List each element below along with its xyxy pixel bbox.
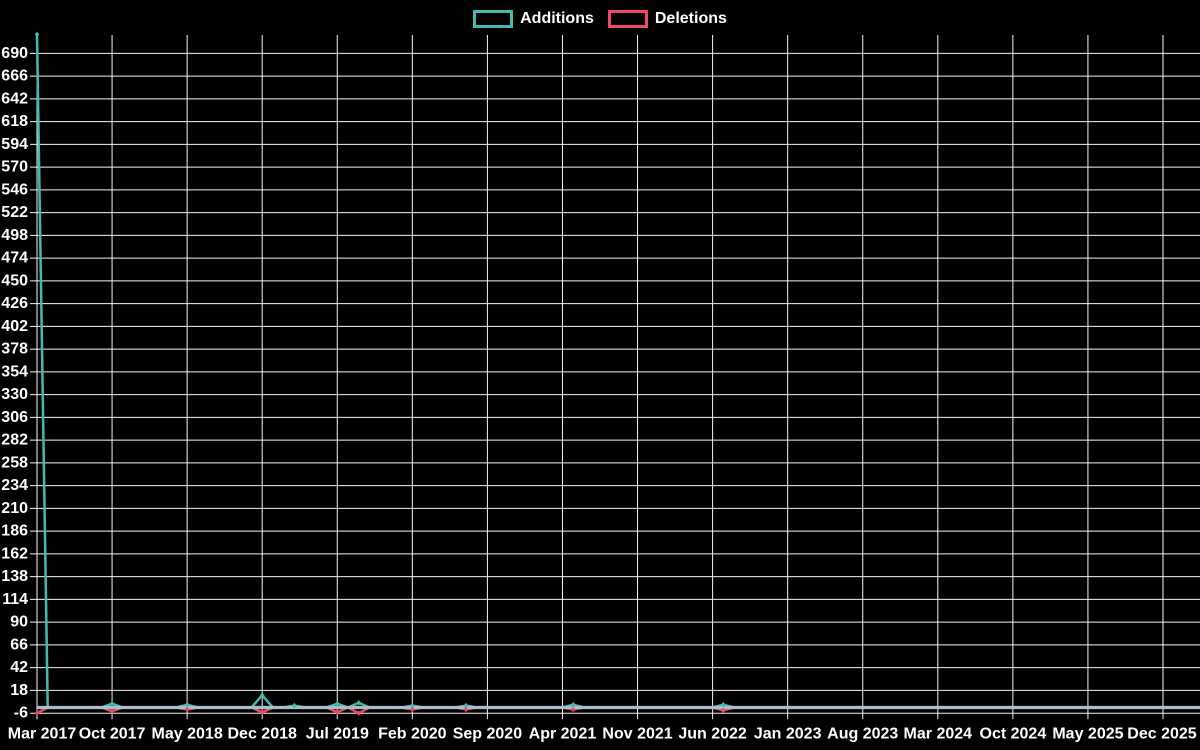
svg-text:May 2018: May 2018 [152, 726, 223, 743]
svg-text:42: 42 [10, 659, 28, 676]
svg-text:Jul 2019: Jul 2019 [306, 726, 369, 743]
svg-text:Mar 2017: Mar 2017 [8, 726, 77, 743]
additions-color-swatch [473, 10, 514, 28]
svg-text:Jun 2022: Jun 2022 [678, 726, 747, 743]
svg-text:594: 594 [1, 136, 28, 153]
svg-text:474: 474 [1, 250, 28, 267]
svg-text:570: 570 [1, 159, 28, 176]
svg-text:Feb 2020: Feb 2020 [378, 726, 447, 743]
svg-text:Dec 2018: Dec 2018 [228, 726, 297, 743]
svg-text:Dec 2025: Dec 2025 [1127, 726, 1196, 743]
svg-text:May 2025: May 2025 [1052, 726, 1123, 743]
chart-point-markers [34, 31, 726, 716]
chart-series-lines [35, 34, 1200, 715]
svg-text:66: 66 [10, 636, 28, 653]
svg-text:330: 330 [1, 386, 28, 403]
svg-text:354: 354 [1, 363, 28, 380]
svg-text:Apr 2021: Apr 2021 [529, 726, 597, 743]
x-axis-tick-labels: Mar 2017 Oct 2017 May 2018 Dec 2018 Jul 2019… [8, 726, 1197, 743]
y-axis-tick-labels: 690 666 642 618 594 570 546 522 498 474 450 426 402 3… [1, 45, 28, 722]
svg-text:618: 618 [1, 113, 28, 130]
svg-text:Aug 2023: Aug 2023 [827, 726, 898, 743]
svg-text:18: 18 [10, 682, 28, 699]
svg-text:Oct 2017: Oct 2017 [79, 726, 146, 743]
chart-legend: Additions Deletions [0, 6, 1200, 32]
svg-text:162: 162 [1, 545, 28, 562]
svg-text:522: 522 [1, 204, 28, 221]
svg-text:450: 450 [1, 272, 28, 289]
svg-text:Mar 2024: Mar 2024 [904, 726, 973, 743]
legend-item-deletions[interactable]: Deletions [607, 10, 727, 28]
svg-text:-6: -6 [14, 705, 28, 722]
svg-text:234: 234 [1, 477, 28, 494]
deletions-color-swatch [607, 10, 648, 28]
svg-text:Jan 2023: Jan 2023 [754, 726, 822, 743]
chart-gridlines [30, 35, 1200, 720]
svg-text:258: 258 [1, 454, 28, 471]
svg-text:186: 186 [1, 523, 28, 540]
svg-text:378: 378 [1, 341, 28, 358]
svg-text:210: 210 [1, 500, 28, 517]
deletions-legend-label: Deletions [654, 10, 727, 27]
svg-text:90: 90 [10, 614, 28, 631]
svg-text:690: 690 [1, 45, 28, 62]
svg-text:Oct 2024: Oct 2024 [980, 726, 1047, 743]
legend-item-additions[interactable]: Additions [473, 10, 594, 28]
svg-text:282: 282 [1, 432, 28, 449]
svg-text:Sep 2020: Sep 2020 [453, 726, 522, 743]
svg-text:402: 402 [1, 318, 28, 335]
svg-text:498: 498 [1, 227, 28, 244]
additions-legend-label: Additions [520, 10, 594, 27]
svg-text:642: 642 [1, 90, 28, 107]
svg-text:306: 306 [1, 409, 28, 426]
svg-text:666: 666 [1, 68, 28, 85]
svg-text:426: 426 [1, 295, 28, 312]
svg-text:138: 138 [1, 568, 28, 585]
svg-text:546: 546 [1, 181, 28, 198]
svg-text:114: 114 [2, 591, 28, 608]
svg-text:Nov 2021: Nov 2021 [602, 726, 672, 743]
